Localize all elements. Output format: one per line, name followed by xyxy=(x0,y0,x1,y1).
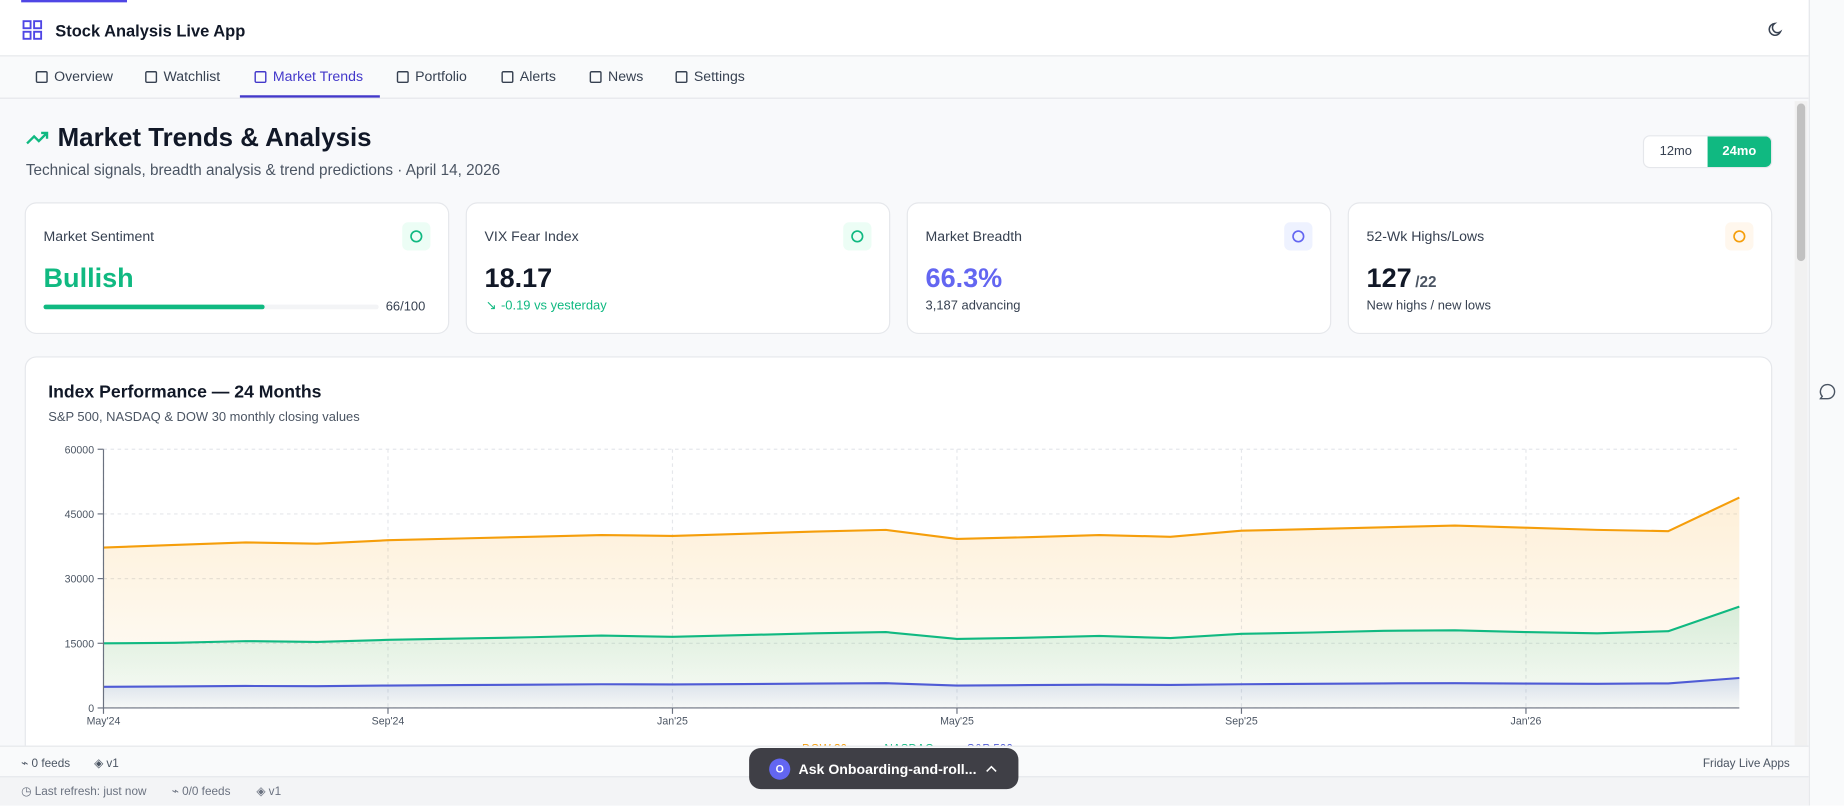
tab-underline xyxy=(239,95,380,98)
tab[interactable]: Overview xyxy=(35,68,113,85)
top-indicator xyxy=(21,0,128,3)
page-subtitle: Technical signals, breadth analysis & tr… xyxy=(25,161,501,179)
tab-label: Watchlist xyxy=(163,68,221,85)
status-version: ◈ v1 xyxy=(256,785,282,799)
range-toggle: 12mo 24mo xyxy=(1642,135,1773,169)
toast-avatar: O xyxy=(769,758,791,780)
x-tick-label: Jan'26 xyxy=(1511,715,1542,727)
y-tick-label: 0 xyxy=(88,703,94,715)
card-note: 3,187 advancing xyxy=(925,298,1021,313)
toast-text: Ask Onboarding-and-roll... xyxy=(798,760,977,778)
status-refresh-text: Last refresh: just now xyxy=(34,785,147,799)
page-title: Market Trends & Analysis xyxy=(57,122,372,152)
progress-track xyxy=(43,304,379,310)
tab-icon xyxy=(254,70,267,83)
card-value: Bullish xyxy=(43,262,134,293)
tab[interactable]: Watchlist xyxy=(145,68,221,85)
tab-label: Alerts xyxy=(519,68,556,85)
trend-arrow: ↘ xyxy=(485,298,497,313)
side-panel xyxy=(1808,0,1844,806)
footer-feeds: ⌁ 0 feeds xyxy=(21,757,71,771)
tab[interactable]: Market Trends xyxy=(254,68,364,85)
theme-toggle[interactable] xyxy=(1768,21,1784,37)
range-button[interactable]: 24mo xyxy=(1707,136,1772,167)
series-line xyxy=(103,676,1740,688)
chat-icon[interactable] xyxy=(1819,383,1836,400)
y-tick-label: 30000 xyxy=(65,574,95,586)
x-tick-label: Sep'24 xyxy=(372,715,405,727)
tab-label: Overview xyxy=(54,68,113,85)
tab-bar: Overview Watchlist Market Trends Portfolio A… xyxy=(0,56,1809,99)
status-feeds: ⌁ 0/0 feeds xyxy=(171,785,231,799)
header: Stock Analysis Live App xyxy=(0,0,1809,57)
footer-brand: Friday Live Apps xyxy=(1702,757,1790,771)
tab-icon xyxy=(35,70,48,83)
y-tick-label: 60000 xyxy=(65,444,95,456)
app-icon xyxy=(22,20,43,40)
card-label: Market Breadth xyxy=(925,228,1023,245)
y-tick-label: 45000 xyxy=(65,509,95,521)
tab[interactable]: Alerts xyxy=(501,68,556,85)
toast-chevron[interactable] xyxy=(986,764,998,773)
card-icon xyxy=(402,222,431,251)
progress-bar xyxy=(43,304,265,310)
tab-icon xyxy=(675,70,688,83)
tab-label: Settings xyxy=(693,68,745,85)
progress-label: 66/100 xyxy=(385,299,426,314)
tab-icon xyxy=(145,70,158,83)
tab-label: News xyxy=(608,68,644,85)
series-area xyxy=(103,606,1740,708)
card-value: 127/22 xyxy=(1366,262,1437,293)
status-version-text: v1 xyxy=(268,785,282,799)
stat-card: Market Breadth 66.3% 3,187 advancing xyxy=(906,202,1332,334)
tab-icon xyxy=(501,70,514,83)
series-line xyxy=(103,496,1740,549)
trend-icon xyxy=(26,131,49,145)
chart-title: Index Performance — 24 Months xyxy=(48,381,321,401)
y-tick-label: 15000 xyxy=(65,638,95,650)
card-label: 52-Wk Highs/Lows xyxy=(1366,228,1485,245)
stat-card: 52-Wk Highs/Lows 127/22 New highs / new lo… xyxy=(1347,202,1773,334)
card-note: New highs / new lows xyxy=(1366,298,1491,313)
card-icon xyxy=(843,222,872,251)
card-label: Market Sentiment xyxy=(43,228,155,245)
footer-version: ◈ v1 xyxy=(94,757,119,771)
card-note: -0.19 vs yesterday xyxy=(500,298,607,313)
scrollbar xyxy=(1794,101,1808,746)
footer-version-text: v1 xyxy=(106,757,119,771)
status-refresh: ◷ Last refresh: just now xyxy=(21,785,147,799)
app-title: Stock Analysis Live App xyxy=(55,21,246,40)
tab[interactable]: News xyxy=(589,68,644,85)
card-value: 66.3% xyxy=(925,262,1003,293)
tab-label: Market Trends xyxy=(272,68,364,85)
status-feeds-text: 0/0 feeds xyxy=(182,785,231,799)
card-icon xyxy=(1284,222,1313,251)
card-value: 18.17 xyxy=(484,262,553,293)
card-icon xyxy=(1725,222,1754,251)
range-button[interactable]: 12mo xyxy=(1659,144,1693,159)
x-tick-label: Sep'25 xyxy=(1225,715,1258,727)
assistant-toast[interactable]: O Ask Onboarding-and-roll... xyxy=(749,747,1019,790)
footer-feeds-text: 0 feeds xyxy=(31,757,71,771)
tab-icon xyxy=(396,70,409,83)
x-tick-label: May'25 xyxy=(940,715,974,727)
x-tick-label: May'24 xyxy=(87,715,121,727)
tab[interactable]: Settings xyxy=(675,68,745,85)
series-line xyxy=(103,605,1740,645)
stat-card: Market Sentiment Bullish 66/100 xyxy=(24,202,450,334)
tab[interactable]: Portfolio xyxy=(396,68,467,85)
card-label: VIX Fear Index xyxy=(484,228,579,245)
tab-label: Portfolio xyxy=(415,68,467,85)
x-tick-label: Jan'25 xyxy=(657,715,688,727)
chart-subtitle: S&P 500, NASDAQ & DOW 30 monthly closing… xyxy=(48,409,359,424)
card-secondary: /22 xyxy=(1415,272,1437,291)
tab-icon xyxy=(589,70,602,83)
stat-card: VIX Fear Index 18.17 -0.19 vs yesterday ↘ xyxy=(465,202,891,334)
